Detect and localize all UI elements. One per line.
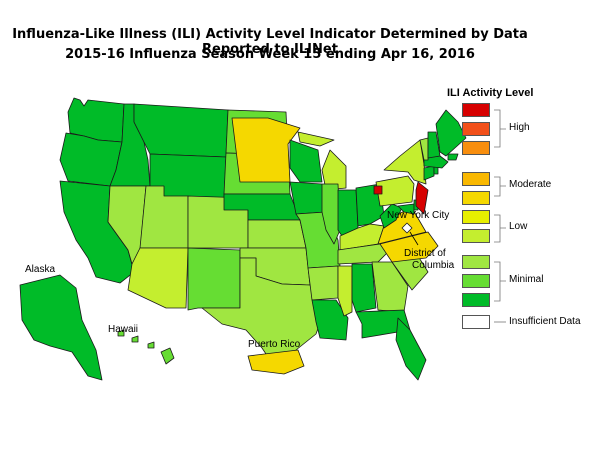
bracket-high <box>494 109 506 148</box>
map-title: Influenza-Like Illness (ILI) Activity Le… <box>12 27 528 57</box>
dc-leader <box>409 231 419 246</box>
legend-swatch-level-4 <box>462 229 490 243</box>
state-wisconsin <box>289 139 323 183</box>
legend-title: ILI Activity Level <box>447 87 534 99</box>
legend-label-low: Low <box>509 221 528 232</box>
legend-label-moderate: Moderate <box>509 179 552 190</box>
legend-swatch-level-5 <box>462 210 490 224</box>
legend-label-high: High <box>509 122 530 133</box>
state-hawaii-oahu <box>131 335 139 343</box>
state-florida-peninsula <box>395 317 427 381</box>
dc-label-line2: Columbia <box>412 260 455 271</box>
legend-swatch-level-8 <box>462 141 490 155</box>
state-louisiana <box>311 299 349 341</box>
legend-swatch-level-3 <box>462 255 490 269</box>
state-hawaii-maui <box>147 341 155 349</box>
legend-swatch-level-7 <box>462 172 490 186</box>
state-connecticut <box>423 165 435 181</box>
state-alabama <box>351 263 377 313</box>
legend-label-minimal: Minimal <box>509 274 544 285</box>
state-new-hampshire <box>427 131 441 159</box>
bracket-minimal <box>494 261 506 302</box>
legend-swatch-level-0 <box>462 315 490 329</box>
state-north-carolina <box>379 231 439 263</box>
state-ohio <box>355 183 385 227</box>
state-maine-island <box>447 153 459 161</box>
dc-label-line1: District of <box>404 248 446 259</box>
territory-puerto-rico <box>247 349 305 375</box>
legend-label-insufficient: Insufficient Data <box>509 316 581 327</box>
state-west-virginia <box>379 203 403 229</box>
legend-swatch-level-10 <box>462 103 490 117</box>
state-alaska <box>19 274 103 381</box>
state-iowa <box>289 181 327 215</box>
bracket-low <box>494 214 506 243</box>
hawaii-label: Hawaii <box>108 324 138 335</box>
map-subtitle: 2015-16 Influenza Season Week 15 ending … <box>65 47 475 62</box>
state-pennsylvania <box>375 175 415 207</box>
state-illinois <box>321 183 341 245</box>
state-maine <box>435 109 467 157</box>
new-york-city-label: New York City <box>387 210 449 221</box>
state-hawaii-kauai <box>117 329 125 337</box>
bracket-moderate <box>494 176 506 197</box>
alaska-label: Alaska <box>25 264 55 275</box>
state-arizona <box>127 247 189 309</box>
state-michigan-upper <box>297 131 335 147</box>
state-new-mexico <box>187 247 241 311</box>
state-georgia <box>371 261 409 313</box>
state-kansas <box>247 219 307 249</box>
state-mississippi <box>337 265 353 317</box>
legend-swatch-level-2 <box>462 274 490 288</box>
state-new-jersey <box>415 181 429 215</box>
state-montana <box>133 103 229 158</box>
puerto-rico-label: Puerto Rico <box>248 339 301 350</box>
new-york-city-marker <box>373 185 383 195</box>
state-tennessee <box>337 243 393 265</box>
district-of-columbia-marker <box>401 222 413 234</box>
state-hawaii-big <box>160 347 175 365</box>
state-arkansas <box>307 265 339 301</box>
legend-swatch-level-6 <box>462 191 490 205</box>
legend-swatch-level-1 <box>462 293 490 307</box>
legend-swatch-level-9 <box>462 122 490 136</box>
state-maryland <box>397 203 415 215</box>
state-vermont <box>419 137 429 161</box>
